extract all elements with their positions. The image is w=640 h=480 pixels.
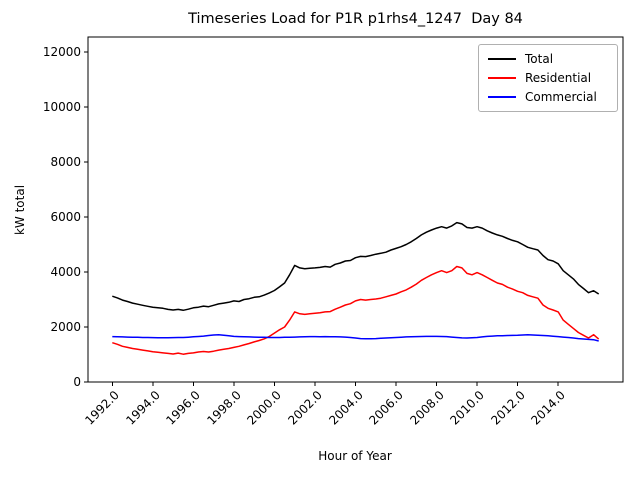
total-line-swatch-icon	[488, 58, 516, 61]
legend-label-total: Total	[525, 52, 554, 67]
y-tick-label: 4000	[50, 265, 81, 280]
y-tick-label: 12000	[42, 45, 81, 60]
series-line-total	[112, 221, 600, 312]
residential-line-swatch-icon	[488, 76, 516, 79]
legend-label-residential: Residential	[525, 70, 592, 85]
series-line-residential	[112, 265, 600, 355]
y-tick-label: 2000	[50, 320, 81, 335]
y-axis-label: kW total	[13, 184, 27, 236]
legend-item-residential: Residential	[488, 69, 608, 87]
y-tick-label: 6000	[50, 210, 81, 225]
legend: Total Residential Commercial	[478, 44, 618, 112]
legend-item-total: Total	[488, 50, 608, 68]
x-axis-label: Hour of Year	[318, 449, 392, 463]
commercial-line-swatch-icon	[488, 95, 516, 98]
legend-item-commercial: Commercial	[488, 88, 608, 106]
y-tick-label: 0	[73, 375, 81, 389]
legend-label-commercial: Commercial	[525, 89, 597, 104]
chart-title: Timeseries Load for P1R p1rhs4_1247 Day …	[188, 11, 523, 27]
y-tick-label: 10000	[42, 100, 81, 115]
y-tick-label: 8000	[50, 155, 81, 170]
series-line-commercial	[112, 333, 599, 342]
